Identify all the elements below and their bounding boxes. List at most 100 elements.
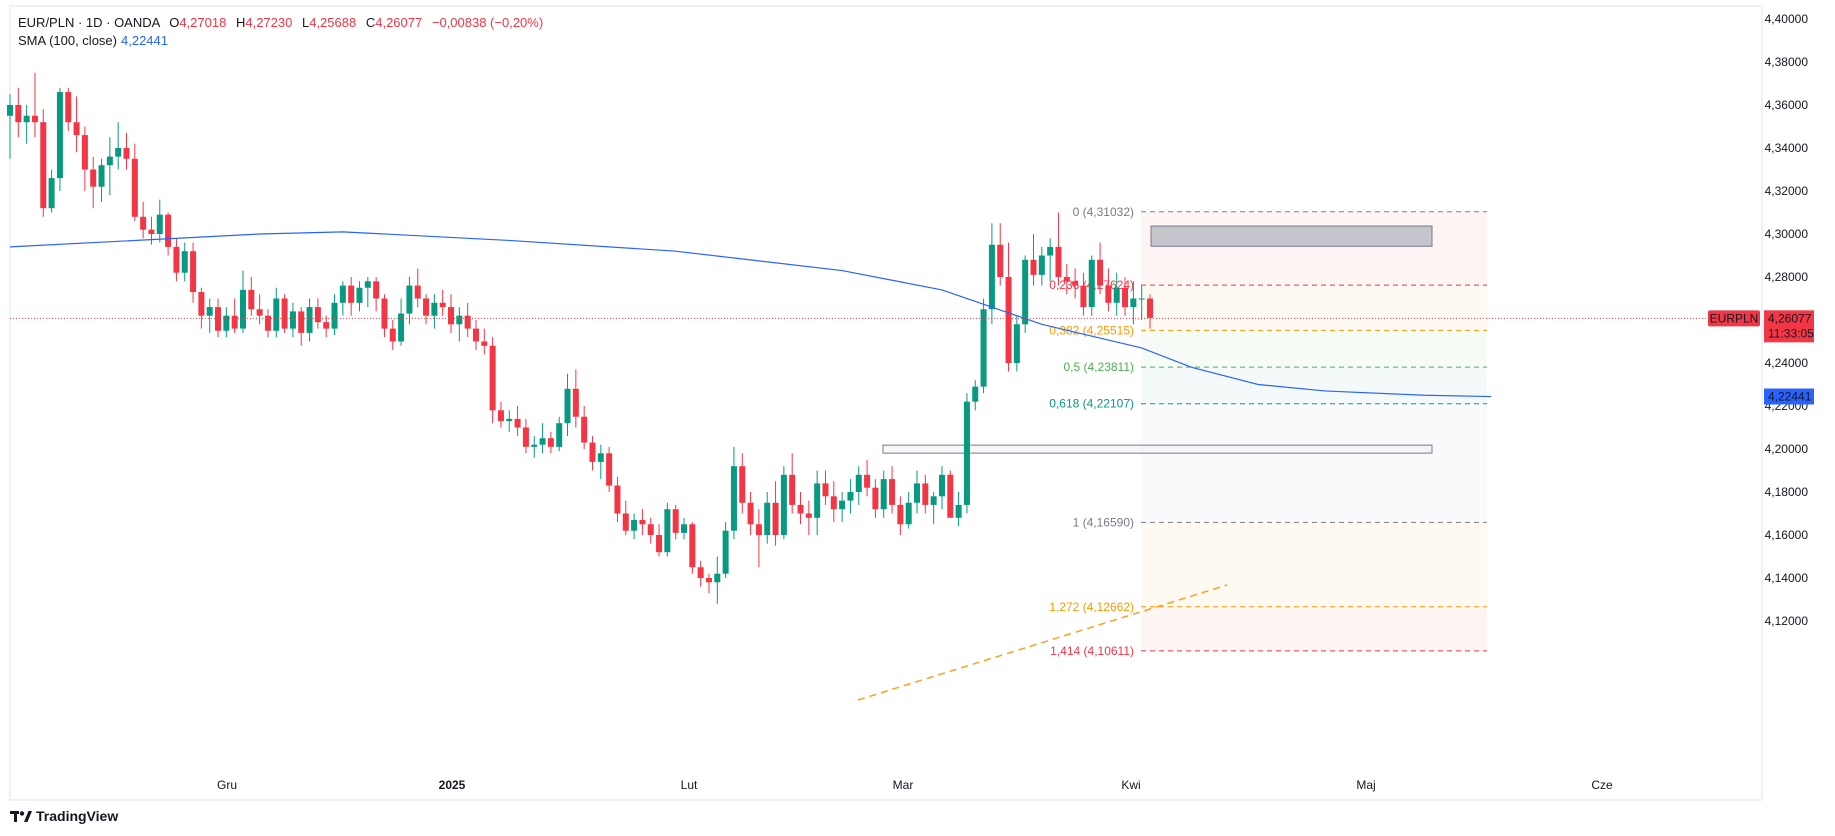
candle <box>356 281 363 312</box>
candle <box>506 410 513 432</box>
candle <box>1047 238 1054 282</box>
tradingview-brand[interactable]: TradingView <box>10 808 118 824</box>
candle-body <box>1105 285 1112 303</box>
symbol-title[interactable]: EUR/PLN · 1D · OANDA <box>18 15 160 30</box>
candle <box>98 158 105 202</box>
candle <box>90 156 97 209</box>
candle-body <box>348 285 355 303</box>
candle-body <box>1005 277 1012 363</box>
candle <box>730 446 737 540</box>
candle-body <box>1072 281 1079 286</box>
candle <box>239 270 246 333</box>
candle-body <box>298 311 305 333</box>
sma-row[interactable]: SMA (100, close) 4,22441 <box>18 32 543 50</box>
price-tick-label: 4,30000 <box>1765 227 1809 241</box>
fib-band <box>1141 211 1487 286</box>
candle <box>714 556 721 604</box>
candle-body <box>572 388 579 417</box>
candle <box>198 287 205 329</box>
candle <box>539 423 546 454</box>
sma-tag-bg <box>1764 388 1814 405</box>
candle-body <box>1097 259 1104 286</box>
sma-line <box>9 231 1492 398</box>
candle-body <box>997 244 1004 277</box>
candle-body <box>664 509 671 553</box>
candle <box>780 466 787 540</box>
candle <box>306 298 313 342</box>
zones-layer <box>882 225 1433 454</box>
candle <box>739 453 746 514</box>
candle-body <box>131 158 138 217</box>
candle <box>423 294 430 325</box>
candle-body <box>955 504 962 518</box>
candle-body <box>789 474 796 505</box>
candle <box>23 105 30 144</box>
time-axis[interactable]: Gru 2025 Lut Mar Kwi Maj Cze <box>217 778 1613 792</box>
candle-body <box>173 246 180 273</box>
candle-body <box>589 442 596 462</box>
open-label: O <box>169 15 180 30</box>
candle <box>1005 242 1012 372</box>
fib-band <box>1141 606 1487 651</box>
candle-body <box>165 214 172 247</box>
candle <box>1105 268 1112 312</box>
candle-body <box>40 122 47 209</box>
pane-frame <box>9 5 1763 801</box>
candle-body <box>73 122 80 136</box>
price-tick-label: 4,14000 <box>1765 571 1809 585</box>
candle-body <box>897 504 904 525</box>
sma-tag-value: 4,22441 <box>1768 390 1812 404</box>
fib-band <box>1141 522 1487 607</box>
candle <box>581 406 588 449</box>
candle-body <box>597 453 604 462</box>
candle-body <box>90 169 97 187</box>
candle-body <box>497 410 504 422</box>
candle-body <box>231 315 238 329</box>
candle <box>481 328 488 355</box>
candle <box>48 169 55 213</box>
candle <box>1030 234 1037 286</box>
candle <box>1055 212 1062 286</box>
price-tick-label: 4,16000 <box>1765 528 1809 542</box>
candle-body <box>614 485 621 514</box>
candle <box>847 479 854 514</box>
candle <box>514 406 521 437</box>
candle-body <box>7 105 13 116</box>
candle-body <box>531 444 538 447</box>
candle <box>614 476 621 523</box>
candle <box>231 298 238 333</box>
candle-body <box>822 483 829 497</box>
ohlc-row: EUR/PLN · 1D · OANDA O4,27018 H4,27230 L… <box>18 14 543 32</box>
candle <box>697 560 704 587</box>
candle-body <box>281 298 288 329</box>
candle <box>389 320 396 351</box>
candle <box>547 431 554 454</box>
fib-label-0.618: 0,618 (4,22107) <box>1049 397 1134 411</box>
candle <box>572 369 579 428</box>
candle <box>281 294 288 333</box>
candle <box>40 109 47 217</box>
candle <box>1138 285 1145 320</box>
candle <box>497 401 504 428</box>
candle-body <box>239 289 246 329</box>
candle <box>647 517 654 544</box>
resistance-zone <box>1150 225 1433 247</box>
time-tick-label: 2025 <box>439 778 466 792</box>
candle-body <box>905 502 912 525</box>
candle <box>472 320 479 351</box>
candle <box>1038 246 1045 286</box>
candle <box>131 143 138 222</box>
candle-body <box>780 474 787 535</box>
fib-band <box>1141 367 1487 404</box>
candle <box>215 298 222 338</box>
candle <box>373 277 380 312</box>
candle <box>564 373 571 437</box>
price-tag-countdown: 11:33:05 <box>1768 326 1814 340</box>
candle-body <box>273 298 280 331</box>
candle <box>930 492 937 525</box>
candle <box>531 436 538 458</box>
candle-body <box>689 524 696 568</box>
candle <box>606 446 613 492</box>
